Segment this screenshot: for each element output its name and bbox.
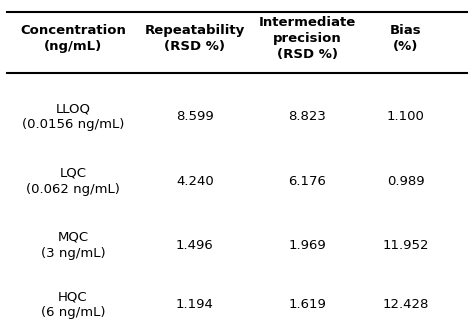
- Text: Repeatability
(RSD %): Repeatability (RSD %): [145, 24, 245, 53]
- Text: LLOQ
(0.0156 ng/mL): LLOQ (0.0156 ng/mL): [22, 102, 124, 132]
- Text: 0.989: 0.989: [387, 175, 424, 188]
- Text: Intermediate
precision
(RSD %): Intermediate precision (RSD %): [259, 16, 356, 61]
- Text: HQC
(6 ng/mL): HQC (6 ng/mL): [41, 290, 105, 319]
- Text: 1.619: 1.619: [288, 298, 326, 311]
- Text: 8.823: 8.823: [288, 110, 326, 123]
- Text: MQC
(3 ng/mL): MQC (3 ng/mL): [41, 231, 105, 260]
- Text: 1.194: 1.194: [176, 298, 214, 311]
- Text: 1.496: 1.496: [176, 238, 214, 252]
- Text: 8.599: 8.599: [176, 110, 214, 123]
- Text: 12.428: 12.428: [383, 298, 429, 311]
- Text: 11.952: 11.952: [383, 238, 429, 252]
- Text: 1.969: 1.969: [288, 238, 326, 252]
- Text: Bias
(%): Bias (%): [390, 24, 421, 53]
- Text: Concentration
(ng/mL): Concentration (ng/mL): [20, 24, 126, 53]
- Text: 6.176: 6.176: [288, 175, 326, 188]
- Text: 4.240: 4.240: [176, 175, 214, 188]
- Text: 1.100: 1.100: [387, 110, 425, 123]
- Text: LQC
(0.062 ng/mL): LQC (0.062 ng/mL): [26, 167, 120, 195]
